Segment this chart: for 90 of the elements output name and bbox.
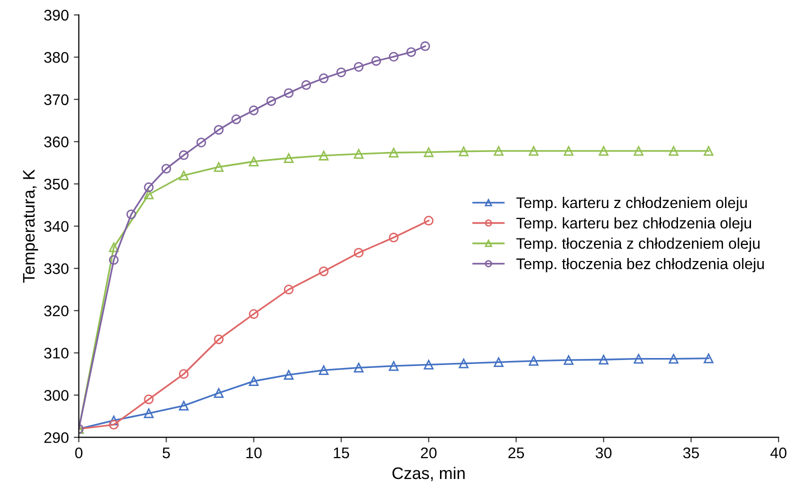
point <box>248 309 259 319</box>
point <box>248 106 259 116</box>
point <box>108 242 119 252</box>
point <box>354 362 364 373</box>
point <box>231 114 242 124</box>
point <box>354 62 364 72</box>
point <box>668 146 678 156</box>
point <box>161 164 172 174</box>
y-tick-label: 360 <box>44 136 68 148</box>
point <box>196 138 206 148</box>
y-tick-label: 340 <box>44 221 68 232</box>
point <box>178 369 189 379</box>
y-tick-label: 290 <box>44 432 68 444</box>
y-tick-label: 330 <box>44 263 68 274</box>
x-tick-label: 10 <box>246 447 262 458</box>
y-tick-label: 390 <box>44 10 68 21</box>
point <box>388 232 399 242</box>
point <box>266 96 276 106</box>
point <box>248 376 259 386</box>
point <box>354 248 364 258</box>
point <box>598 146 608 156</box>
point <box>178 400 189 411</box>
point <box>214 162 224 172</box>
point <box>528 356 538 366</box>
point <box>406 47 416 57</box>
point <box>318 73 329 84</box>
point <box>388 148 399 158</box>
point <box>354 149 364 159</box>
point <box>424 147 434 158</box>
point <box>494 146 504 156</box>
legend-label: Temp. tłoczenia bez chłodzenia oleju <box>516 258 764 272</box>
x-tick-label: 35 <box>683 447 699 458</box>
point <box>458 146 469 156</box>
y-tick-label: 300 <box>44 390 68 401</box>
point <box>248 156 259 166</box>
point <box>214 388 224 398</box>
point <box>424 216 434 226</box>
point <box>704 354 714 364</box>
y-tick-label: 310 <box>44 348 68 359</box>
point <box>144 394 154 404</box>
point <box>494 357 504 368</box>
y-tick-label: 380 <box>44 52 68 63</box>
point <box>284 88 294 98</box>
point <box>144 408 154 418</box>
y-tick-label: 320 <box>44 305 68 316</box>
legend-label: Temp. karteru bez chłodzenia oleju <box>516 217 752 232</box>
x-tick-label: 20 <box>420 447 437 458</box>
point <box>178 150 189 160</box>
point <box>424 360 434 370</box>
point <box>371 56 382 66</box>
x-tick-label: 40 <box>770 447 786 458</box>
y-tick-label: 350 <box>44 178 68 190</box>
point <box>214 334 224 344</box>
legend-label: Temp. karteru z chłodzeniem oleju <box>516 196 747 212</box>
point <box>144 182 154 192</box>
point <box>336 68 346 78</box>
point <box>458 358 469 368</box>
point <box>388 361 399 371</box>
x-tick-label: 30 <box>596 447 612 458</box>
point <box>564 146 574 156</box>
point <box>318 266 329 276</box>
point <box>318 150 329 160</box>
x-tick-label: 5 <box>162 448 170 458</box>
point <box>528 146 538 156</box>
point <box>388 52 399 62</box>
point <box>420 41 430 52</box>
point <box>318 365 329 376</box>
point <box>126 209 136 220</box>
point <box>668 354 678 364</box>
point <box>108 255 119 265</box>
x-axis-title: Czas, min <box>392 466 465 482</box>
point <box>214 124 224 135</box>
point <box>704 146 714 156</box>
point <box>178 170 189 180</box>
point <box>144 190 154 200</box>
point <box>284 370 294 380</box>
point <box>301 80 312 90</box>
point <box>634 146 644 156</box>
y-axis-title: Temperatura, K <box>23 169 38 283</box>
x-tick-label: 15 <box>334 448 350 458</box>
x-tick-label: 25 <box>508 447 524 458</box>
legend-label: Temp. tłoczenia z chłodzeniem oleju <box>516 238 760 252</box>
point <box>634 354 644 364</box>
point <box>108 420 119 430</box>
y-tick-label: 370 <box>44 94 68 106</box>
point <box>598 354 608 364</box>
point <box>284 284 294 294</box>
x-tick-label: 0 <box>75 447 82 458</box>
point <box>564 355 574 365</box>
point <box>284 153 294 163</box>
